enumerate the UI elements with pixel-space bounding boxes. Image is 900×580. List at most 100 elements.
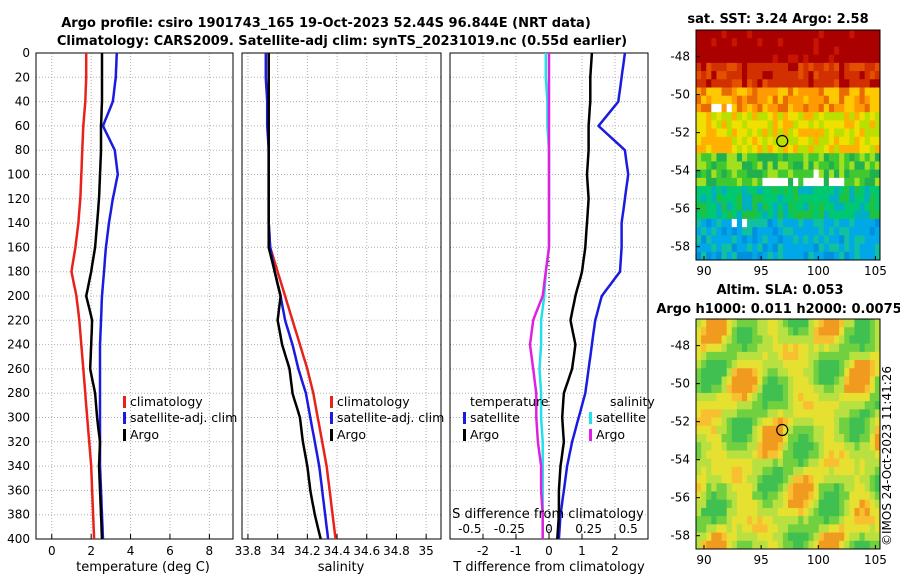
map-cell [864,62,871,72]
map-cell [798,491,804,501]
map-cell [803,95,809,105]
map-cell [834,319,840,328]
map-cell [716,186,722,195]
map-cell [696,161,702,171]
map-cell [777,136,784,146]
map-cell [731,475,738,484]
map-cell [731,210,738,220]
map-cell [752,499,758,509]
legend-label-t-argo: Argo [470,427,499,442]
map-cell [854,434,860,443]
map-cell [721,46,728,56]
map-cell [726,458,733,468]
map-cell [701,218,707,228]
map-cell [752,210,758,220]
map-cell [752,103,758,113]
map-cell [701,450,707,460]
map-cell [696,335,702,345]
map-cell [849,376,855,386]
map-cell [813,194,820,203]
map-cell [772,442,779,451]
map-cell [706,532,712,542]
map-cell [716,343,722,353]
map-cell [839,409,845,418]
map-cell [798,30,804,39]
map-cell [849,475,855,484]
map-cell [731,327,738,336]
map-cell [803,218,809,228]
map-cell [777,145,784,154]
map-cell [854,120,860,129]
map-cell [767,499,774,509]
map-cell [777,392,784,402]
map-cell [828,442,835,451]
map-cell [752,136,758,146]
map-cell [721,120,728,129]
map-cell [793,136,799,146]
map-cell [839,202,845,212]
map-cell [803,79,809,88]
map-cell [757,434,763,443]
map-cell [711,177,717,187]
map-cell [869,218,876,228]
map-cell [859,434,866,443]
map-cell [711,112,717,121]
map-cell [762,112,768,121]
map-cell [696,103,702,113]
map-cell [752,194,758,203]
map-cell [874,425,881,435]
map-cell [854,343,860,353]
map-cell [757,499,763,509]
map-cell [798,442,804,451]
map-cell [706,434,712,443]
map-cell [752,161,758,171]
depth-tick-label: 60 [15,119,30,133]
map-cell [731,434,738,443]
map-cell [874,38,881,47]
map-cell [844,466,850,476]
map-cell [716,466,722,476]
x-tick-label: 35 [419,544,434,558]
map-cell [859,466,866,476]
map-cell [711,384,717,394]
map-cell [808,210,814,220]
map-cell [767,368,774,377]
map-cell [757,38,763,47]
map-cell [782,54,789,64]
x-tick-label: 4 [127,544,135,558]
map-cell [818,351,825,361]
map-cell [777,153,784,162]
map-cell [716,38,722,47]
map-cell [706,401,712,410]
map-cell [742,434,748,443]
depth-tick-label: 20 [15,70,30,84]
map-cell [782,251,789,261]
map-cell [834,153,840,162]
map-cell [726,30,733,39]
map-cell [823,319,830,328]
map-ytick-label: -50 [670,377,690,391]
map-cell [731,145,738,154]
map-cell [777,425,784,435]
map-cell [726,54,733,64]
map-cell [767,161,774,171]
map-cell [701,103,707,113]
map-cell [772,450,779,460]
map-cell [736,475,743,484]
map-cell [864,343,871,353]
map-cell [696,79,702,88]
map-cell [757,319,763,328]
map-cell [828,136,835,146]
map-cell [823,120,830,129]
map-cell [803,319,809,328]
map-cell [849,186,855,195]
map-cell [793,79,799,88]
map-cell [859,145,866,154]
map-cell [864,95,871,105]
map-cell [813,186,820,195]
map-cell [798,79,804,88]
map-cell [803,202,809,212]
map-cell [793,475,799,484]
map-cell [752,335,758,345]
map-cell [736,120,743,129]
